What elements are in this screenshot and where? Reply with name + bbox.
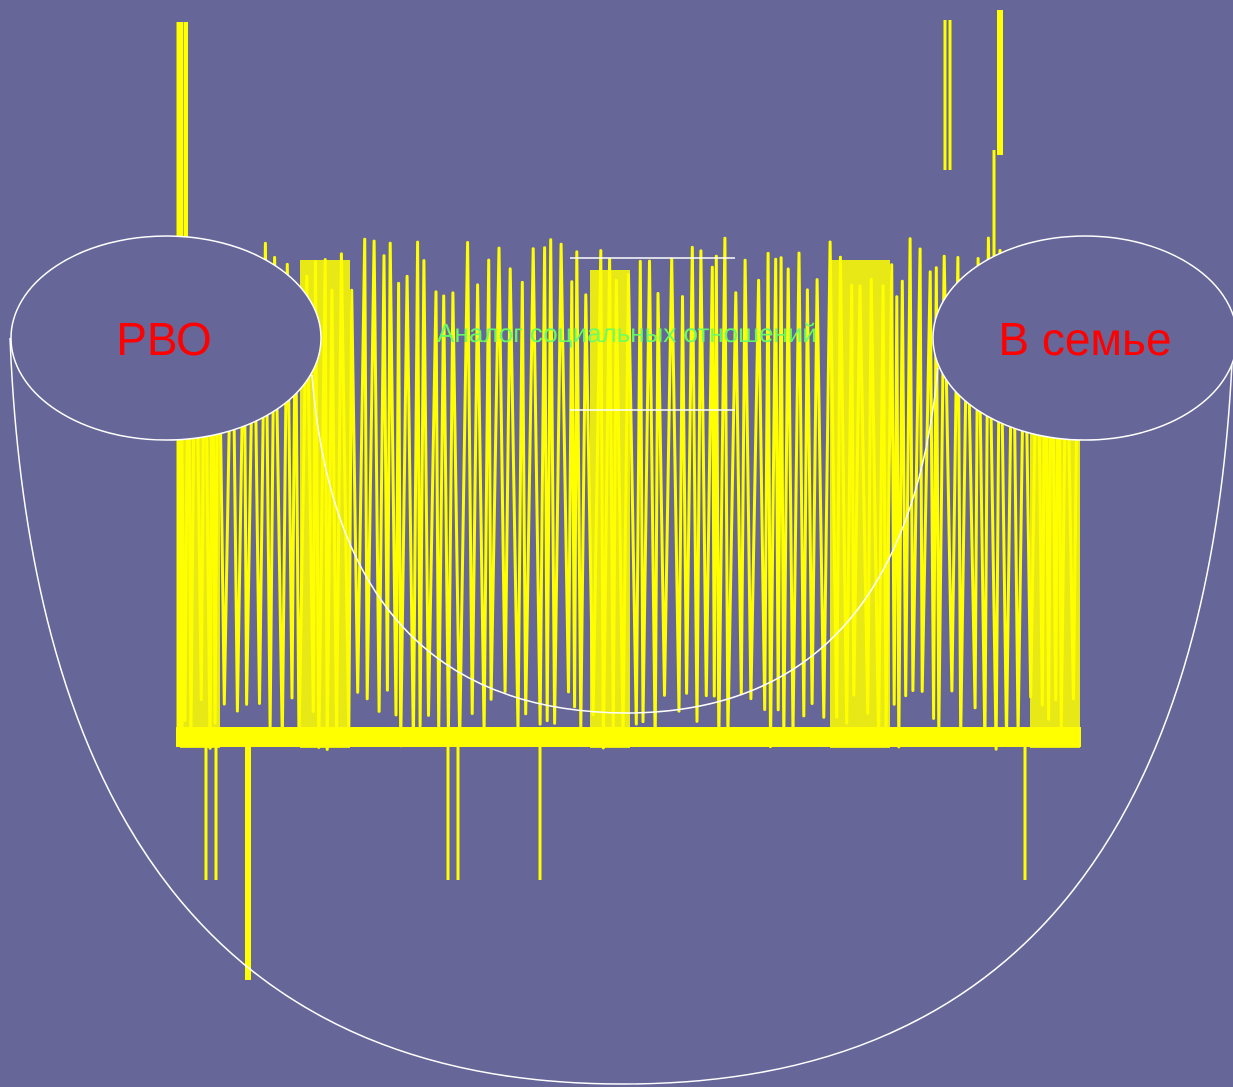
scribble-block-2	[590, 270, 630, 748]
outer-arc	[9, 337, 1233, 1085]
inner-arc	[311, 367, 939, 714]
left-node-ellipse	[10, 235, 322, 441]
yellow-scribble-overlay	[176, 10, 1081, 980]
scribble-block-3	[830, 260, 890, 748]
right-node-ellipse	[932, 235, 1233, 441]
scribble-bottom-bar	[176, 727, 1081, 747]
